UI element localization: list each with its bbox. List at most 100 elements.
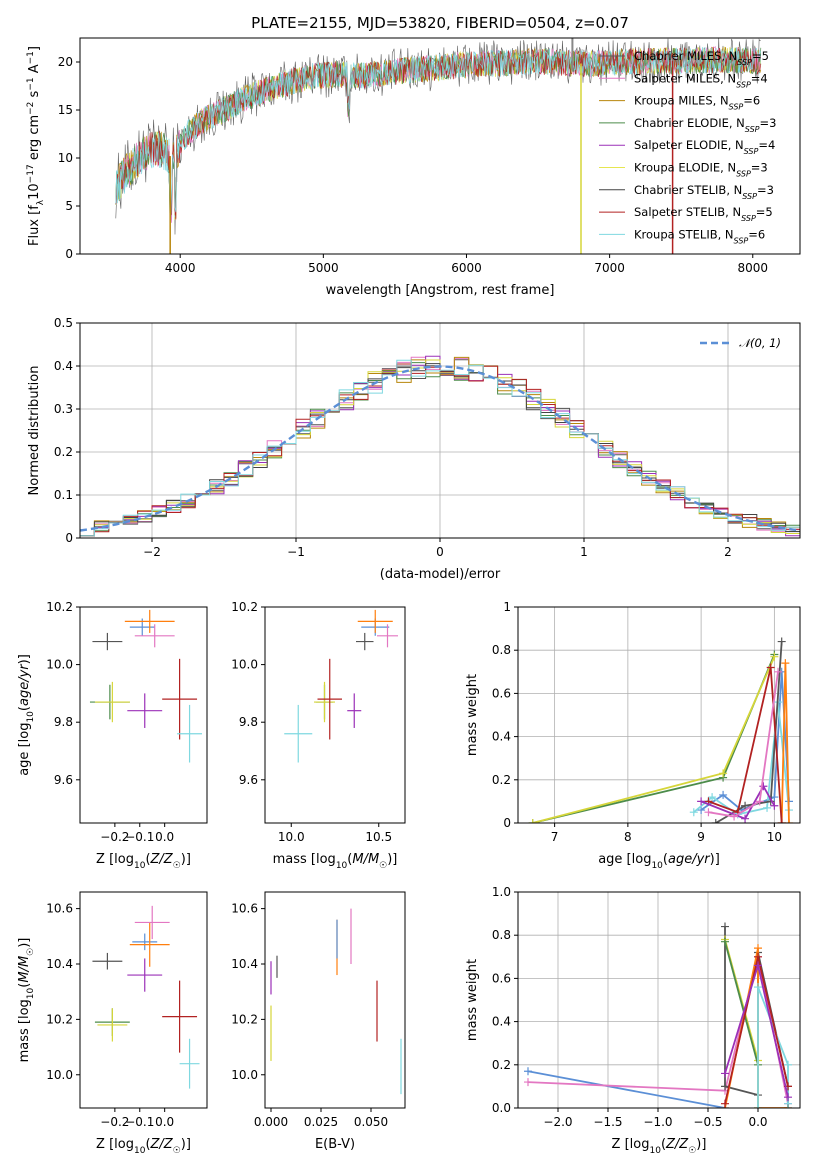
label-part: −2: [26, 102, 36, 115]
plot-area: [284, 609, 398, 763]
legend-entry: Salpeter ELODIE, NSSP=4: [634, 138, 775, 156]
legend-entry: Chabrier MILES, NSSP=5: [634, 49, 769, 67]
panel-residuals: −2 −1 0 1 2 0 0.1 0.2 0.3 0.4 0.5 𝒩(0, 1) (data-mode…: [27, 316, 801, 582]
weight-marker: [741, 814, 750, 823]
axes-frame: [517, 891, 801, 1109]
weight-marker: [770, 652, 779, 661]
label-part: age [log: [17, 723, 32, 776]
label-part: Z/Z: [665, 1137, 689, 1152]
x-axis-label: Z [log10(Z/Z☉)]: [96, 852, 191, 871]
y-tick-label: 5: [65, 199, 73, 213]
label-part: 10: [134, 861, 146, 871]
label-part: Z [log: [96, 852, 134, 867]
weight-series: [715, 641, 783, 823]
legend-entry: Kroupa MILES, NSSP=6: [634, 94, 760, 112]
y-tick-label: 10.2: [231, 600, 258, 614]
y-tick-label: 10.6: [231, 902, 258, 916]
y-tick-label: 15: [58, 103, 73, 117]
y-tick-label: 0: [65, 531, 73, 545]
y-axis-label: mass [log10(M/M☉)]: [17, 938, 36, 1063]
label-part: (: [661, 1137, 666, 1152]
weight-marker: [708, 793, 717, 802]
weight-marker: [777, 637, 786, 646]
label-part: 10: [134, 1146, 146, 1156]
x-tick-label: 0.0: [155, 830, 174, 844]
plot-area: [528, 637, 794, 823]
plot-area: [524, 922, 792, 1108]
label-part: )]: [181, 852, 191, 867]
weight-marker: [754, 983, 762, 992]
y-tick-label: 0.2: [54, 445, 73, 459]
y-tick-label: 10.2: [231, 1012, 258, 1026]
x-tick-label: 5000: [308, 261, 339, 275]
x-axis-label: Z [log10(Z/Z☉)]: [96, 1137, 191, 1156]
y-tick-label: 10.0: [46, 1068, 73, 1082]
y-tick-label: 1: [503, 600, 511, 614]
y-tick-label: 0.3: [54, 402, 73, 416]
panel-z_age: −0.2−0.1 0.09.69.810.010.2Z [log10(Z/Z☉)]…: [17, 600, 208, 871]
legend-suffix: =5: [756, 205, 773, 219]
label-part: 10: [26, 711, 36, 723]
x-tick-label: 2: [724, 545, 732, 559]
legend-entry: Kroupa STELIB, NSSP=6: [634, 227, 765, 245]
label-part: (: [145, 1137, 150, 1152]
label-part: Z [log: [612, 1137, 650, 1152]
legend-label: Chabrier MILES, N: [634, 49, 737, 63]
label-part: )]: [387, 852, 397, 867]
x-tick-label: 8: [624, 830, 632, 844]
label-part: ☉: [173, 861, 181, 871]
x-tick-label: 0.025: [304, 1115, 338, 1129]
y-tick-label: 0.2: [492, 773, 511, 787]
label-part: 10: [649, 1146, 661, 1156]
weight-marker: [689, 808, 698, 817]
weight-marker: [774, 667, 783, 676]
x-tick-label: 0.0: [748, 1115, 767, 1129]
y-tick-label: 10.6: [46, 902, 73, 916]
y-tick-label: 9.8: [239, 715, 258, 729]
weight-series: [724, 961, 789, 1098]
weight-marker: [754, 944, 762, 953]
x-tick-label: −2.0: [543, 1115, 572, 1129]
weight-marker: [755, 797, 764, 806]
y-tick-label: 0.4: [54, 359, 73, 373]
panel-z_mass: −0.2−0.1 0.010.010.210.410.6Z [log10(Z/Z☉…: [17, 891, 208, 1156]
x-tick-label: −0.2: [100, 830, 129, 844]
weight-marker: [741, 801, 750, 810]
y-tick-label: 10.2: [46, 600, 73, 614]
weight-marker: [766, 663, 775, 672]
x-tick-label: 0.000: [254, 1115, 288, 1129]
y-tick-label: 10.0: [231, 1068, 258, 1082]
x-tick-label: −0.1: [125, 830, 154, 844]
legend-sub: SSP: [729, 102, 744, 111]
x-tick-label: 1: [580, 545, 588, 559]
x-tick-label: 4000: [165, 261, 196, 275]
label-part: s: [27, 90, 42, 101]
weight-marker: [754, 961, 762, 970]
label-part: mass [log: [273, 852, 336, 867]
spectrum-line: [115, 46, 762, 220]
x-tick-label: 8000: [737, 261, 768, 275]
label-part: mass [log: [17, 999, 32, 1062]
weight-series: [708, 671, 779, 818]
legend-label: Salpeter MILES, N: [634, 71, 736, 85]
weight-marker: [785, 819, 794, 823]
plot-area: [80, 355, 800, 538]
label-part: )]: [17, 654, 32, 664]
legend-suffix: =4: [758, 138, 775, 152]
label-part: age/yr: [17, 663, 32, 706]
label-part: ☉: [173, 1146, 181, 1156]
y-axis-label: Normed distribution: [27, 366, 42, 496]
weight-marker: [719, 790, 728, 799]
histogram-series: [80, 359, 800, 538]
legend-suffix: =6: [743, 94, 760, 108]
weight-marker: [777, 819, 786, 823]
x-axis-label: E(B-V): [315, 1137, 355, 1152]
weight-series: [532, 656, 776, 823]
y-axis-label: Flux [fλ10−17 erg cm−2 s−1 A−1]: [26, 46, 46, 246]
label-part: (: [17, 706, 32, 711]
legend-label: Chabrier STELIB, N: [634, 183, 742, 197]
label-part: 10: [651, 861, 663, 871]
x-tick-label: 10.0: [278, 830, 305, 844]
